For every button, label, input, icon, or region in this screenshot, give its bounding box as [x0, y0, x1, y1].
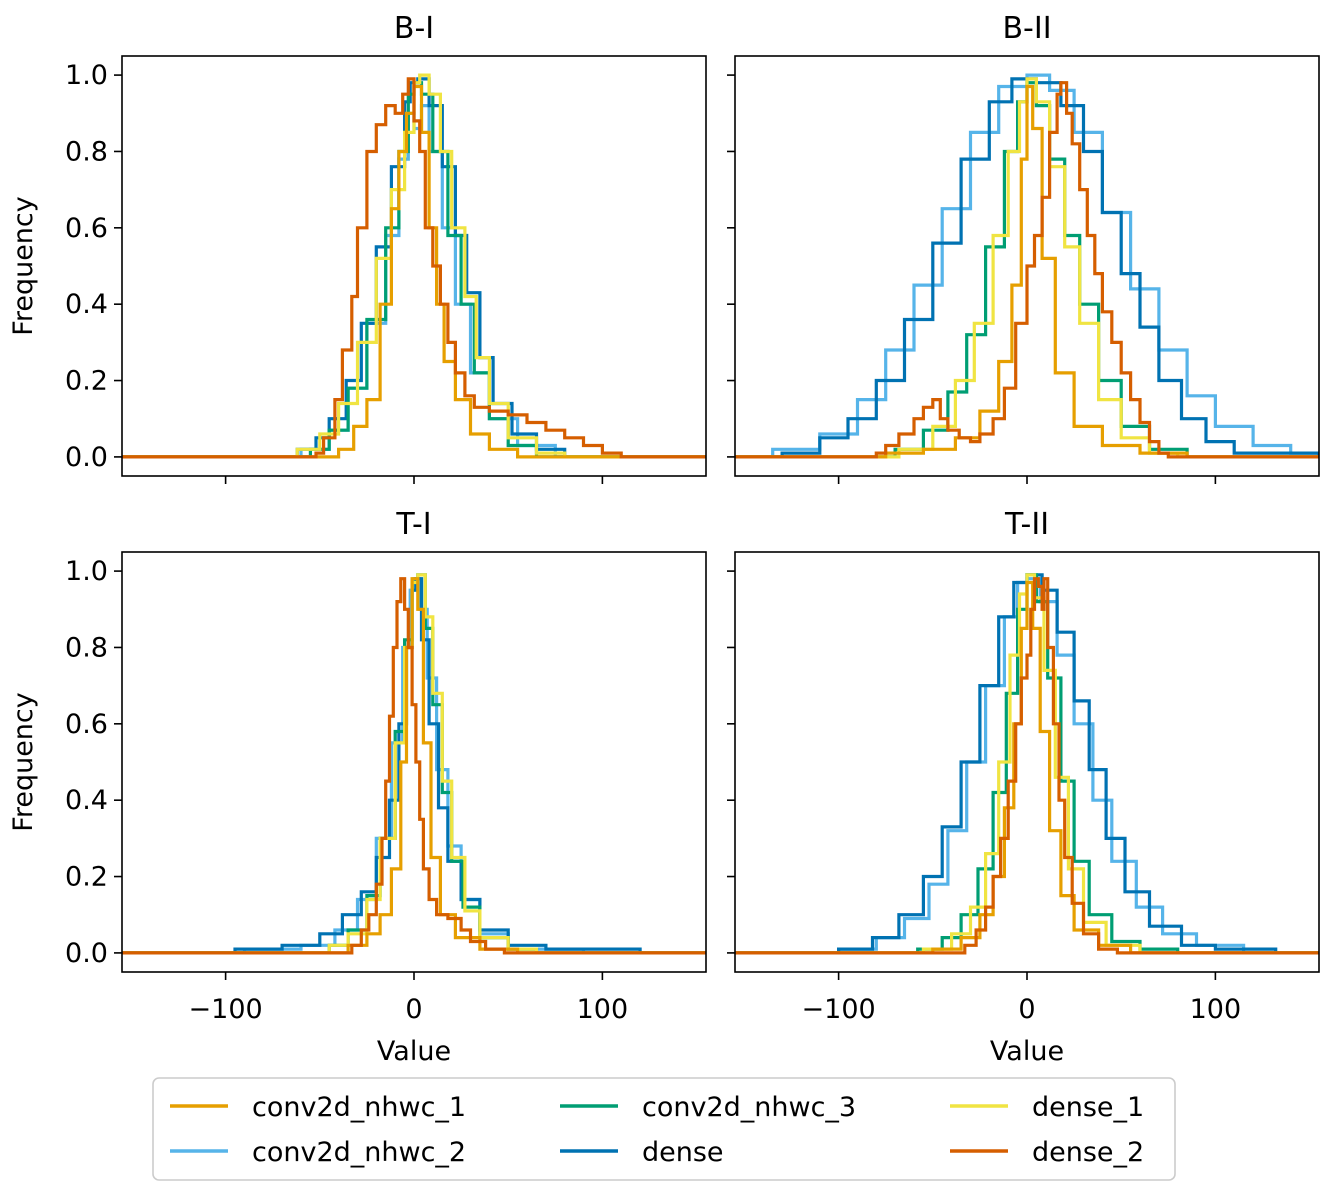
y-tick-label: 0.0	[65, 442, 108, 473]
panel-b-ii: B-II	[727, 11, 1320, 484]
series-conv2d-nhwc-1	[122, 577, 706, 955]
legend-label: dense_1	[1032, 1092, 1144, 1123]
legend-label: conv2d_nhwc_2	[252, 1137, 466, 1168]
x-tick-label: 100	[1190, 994, 1242, 1025]
series-conv2d-nhwc-1	[735, 580, 1319, 955]
series-group	[735, 73, 1319, 459]
y-tick-label: 0.2	[65, 366, 108, 397]
panel-b-i: B-I 0.0 0.2 0.4 0.6 0.8 1.0 Frequency	[8, 11, 707, 484]
series-conv2d-nhwc-1	[735, 84, 1319, 459]
panel-t-ii: T-II −100 0 100 Value	[727, 507, 1320, 1067]
legend-label: dense	[642, 1137, 724, 1168]
y-tick-label: 0.2	[65, 862, 108, 893]
legend-item: dense	[560, 1137, 724, 1168]
y-tick-label: 0.4	[65, 785, 108, 816]
x-axis-label: Value	[990, 1036, 1064, 1067]
legend-item: dense_1	[950, 1092, 1144, 1123]
y-tick-label: 1.0	[65, 60, 108, 91]
panel-title: B-I	[394, 11, 434, 46]
y-tick-label: 0.8	[65, 632, 108, 663]
series-dense-2	[735, 577, 1319, 955]
series-group	[122, 73, 706, 459]
legend-label: conv2d_nhwc_3	[642, 1092, 856, 1123]
panel-t-i: T-I −100 0 100 0.0 0.2 0.4 0.6 0.8 1.0 Value Freque…	[8, 507, 707, 1067]
series-dense-1	[122, 73, 706, 459]
x-tick-label: −100	[189, 994, 263, 1025]
y-axis-label: Frequency	[8, 692, 39, 832]
x-tick-label: 0	[1018, 994, 1035, 1025]
legend: conv2d_nhwc_1conv2d_nhwc_2conv2d_nhwc_3d…	[152, 1077, 1176, 1181]
panel-title: B-II	[1002, 11, 1051, 46]
y-tick-label: 0.6	[65, 213, 108, 244]
y-tick-label: 0.0	[65, 938, 108, 969]
series-dense-2	[735, 81, 1319, 459]
legend-item: dense_2	[950, 1137, 1144, 1168]
y-axis-label: Frequency	[8, 196, 39, 336]
series-conv2d-nhwc-2	[735, 73, 1319, 459]
y-tick-label: 1.0	[65, 556, 108, 587]
y-tick-label: 0.4	[65, 289, 108, 320]
panel-title: T-II	[1004, 507, 1049, 542]
legend-label: conv2d_nhwc_1	[252, 1092, 466, 1123]
x-axis-label: Value	[377, 1036, 451, 1067]
series-dense-2	[122, 577, 706, 955]
legend-frame	[152, 1077, 1176, 1181]
series-group	[122, 573, 706, 955]
y-tick-label: 0.6	[65, 709, 108, 740]
panel-title: T-I	[395, 507, 431, 542]
series-dense-2	[122, 77, 706, 459]
x-tick-label: −100	[802, 994, 876, 1025]
x-tick-label: 0	[405, 994, 422, 1025]
legend-item: conv2d_nhwc_1	[170, 1092, 466, 1123]
x-tick-label: 100	[577, 994, 629, 1025]
legend-item: conv2d_nhwc_2	[170, 1137, 466, 1168]
series-group	[735, 573, 1319, 955]
y-tick-label: 0.8	[65, 136, 108, 167]
legend-label: dense_2	[1032, 1137, 1144, 1168]
legend-item: conv2d_nhwc_3	[560, 1092, 856, 1123]
